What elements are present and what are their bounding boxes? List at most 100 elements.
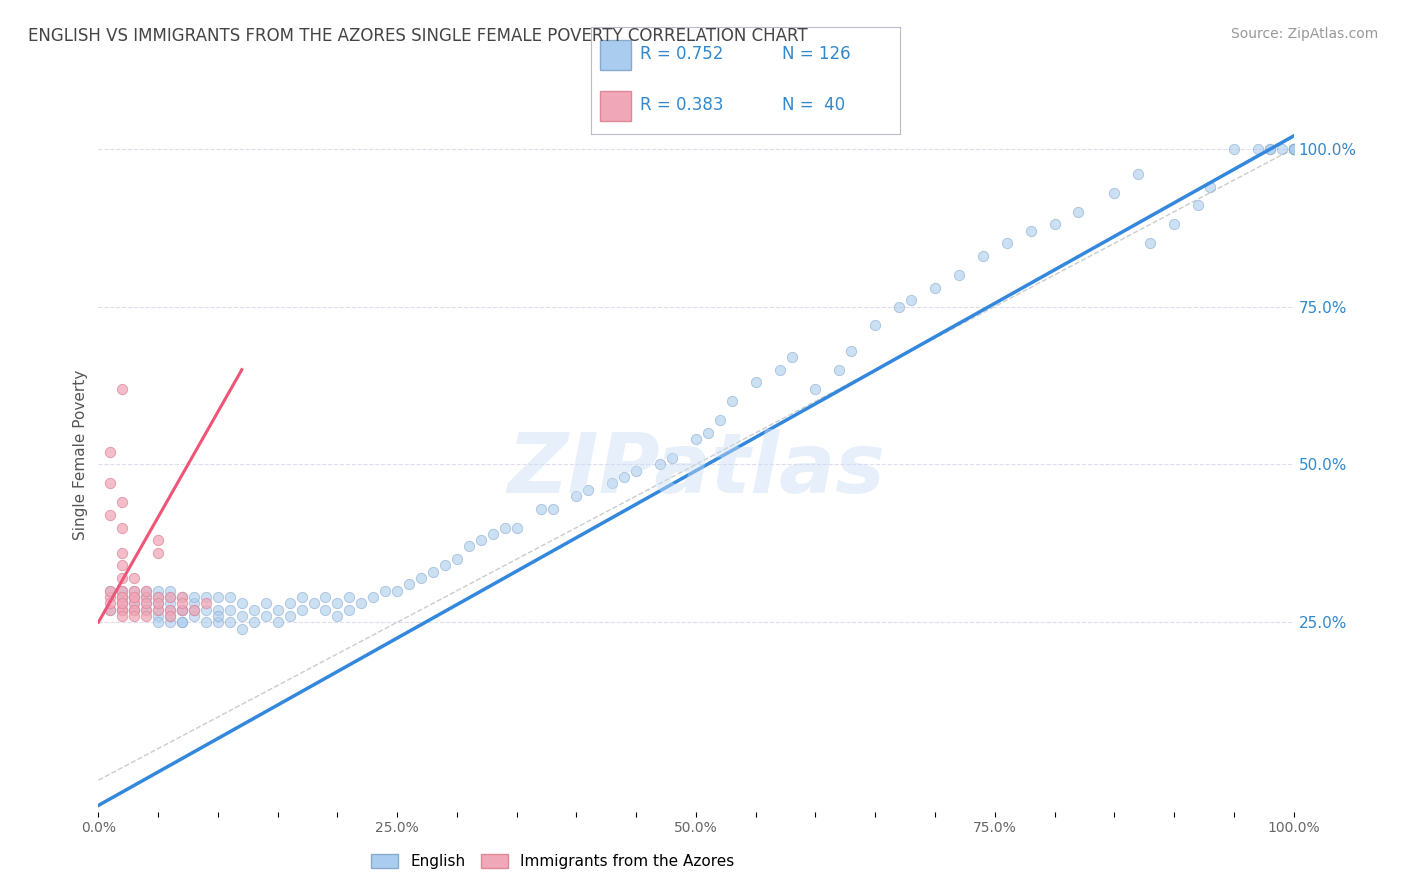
- Point: [291, 590, 314, 604]
- Point: [1258, 142, 1281, 156]
- Point: [697, 425, 720, 440]
- Point: [111, 382, 134, 396]
- Point: [159, 602, 181, 616]
- Point: [231, 609, 253, 624]
- Point: [111, 596, 134, 610]
- Point: [231, 596, 253, 610]
- Point: [219, 602, 242, 616]
- Point: [207, 615, 229, 630]
- Point: [124, 602, 146, 616]
- Point: [1282, 142, 1305, 156]
- Point: [315, 590, 337, 604]
- Point: [148, 609, 170, 624]
- Point: [124, 590, 146, 604]
- Point: [111, 558, 134, 573]
- Point: [98, 596, 122, 610]
- Point: [124, 571, 146, 585]
- Point: [863, 318, 887, 333]
- Point: [135, 590, 157, 604]
- Point: [111, 583, 134, 598]
- Point: [111, 520, 134, 534]
- Point: [267, 615, 290, 630]
- Point: [315, 602, 337, 616]
- Point: [159, 609, 181, 624]
- Point: [470, 533, 492, 548]
- Point: [172, 602, 194, 616]
- Point: [111, 546, 134, 560]
- Point: [1102, 186, 1125, 200]
- Point: [661, 451, 683, 466]
- Point: [148, 590, 170, 604]
- Point: [602, 476, 624, 491]
- Point: [194, 596, 218, 610]
- Point: [995, 236, 1018, 251]
- Point: [541, 501, 564, 516]
- Point: [98, 590, 122, 604]
- Point: [291, 602, 314, 616]
- Point: [148, 583, 170, 598]
- Point: [148, 602, 170, 616]
- Point: [506, 520, 529, 534]
- Point: [385, 583, 409, 598]
- Point: [124, 583, 146, 598]
- Point: [124, 583, 146, 598]
- Point: [1282, 142, 1305, 156]
- Point: [148, 533, 170, 548]
- Point: [98, 602, 122, 616]
- Point: [529, 501, 551, 516]
- Point: [124, 590, 146, 604]
- Point: [159, 602, 181, 616]
- Point: [111, 602, 134, 616]
- Point: [172, 590, 194, 604]
- Point: [135, 583, 157, 598]
- Point: [183, 602, 205, 616]
- Point: [1128, 167, 1150, 181]
- Point: [124, 596, 146, 610]
- Point: [172, 615, 194, 630]
- Point: [494, 520, 516, 534]
- Point: [98, 583, 122, 598]
- Point: [159, 583, 181, 598]
- Legend: English, Immigrants from the Azores: English, Immigrants from the Azores: [364, 848, 741, 875]
- Point: [363, 590, 385, 604]
- Point: [183, 602, 205, 616]
- Point: [148, 596, 170, 610]
- Point: [302, 596, 325, 610]
- Point: [124, 609, 146, 624]
- Point: [159, 590, 181, 604]
- Point: [135, 596, 157, 610]
- Point: [411, 571, 433, 585]
- Point: [254, 609, 277, 624]
- Text: ZIPatlas: ZIPatlas: [508, 429, 884, 509]
- Point: [194, 590, 218, 604]
- Point: [111, 609, 134, 624]
- Point: [278, 609, 301, 624]
- Point: [135, 609, 157, 624]
- Point: [780, 350, 803, 364]
- Point: [1163, 218, 1185, 232]
- Point: [828, 362, 851, 376]
- Point: [1067, 204, 1090, 219]
- Point: [900, 293, 922, 308]
- Point: [1187, 198, 1209, 212]
- Point: [111, 571, 134, 585]
- Point: [1019, 224, 1042, 238]
- Point: [326, 609, 349, 624]
- Point: [972, 249, 994, 263]
- Point: [243, 602, 266, 616]
- Point: [721, 394, 744, 409]
- Point: [422, 565, 444, 579]
- Point: [326, 596, 349, 610]
- Point: [98, 476, 122, 491]
- Point: [172, 590, 194, 604]
- Point: [124, 602, 146, 616]
- Point: [841, 343, 863, 358]
- Point: [207, 602, 229, 616]
- Point: [1282, 142, 1305, 156]
- Point: [1043, 218, 1066, 232]
- Point: [889, 300, 911, 314]
- Point: [124, 602, 146, 616]
- Point: [172, 602, 194, 616]
- Point: [135, 596, 157, 610]
- Point: [565, 489, 588, 503]
